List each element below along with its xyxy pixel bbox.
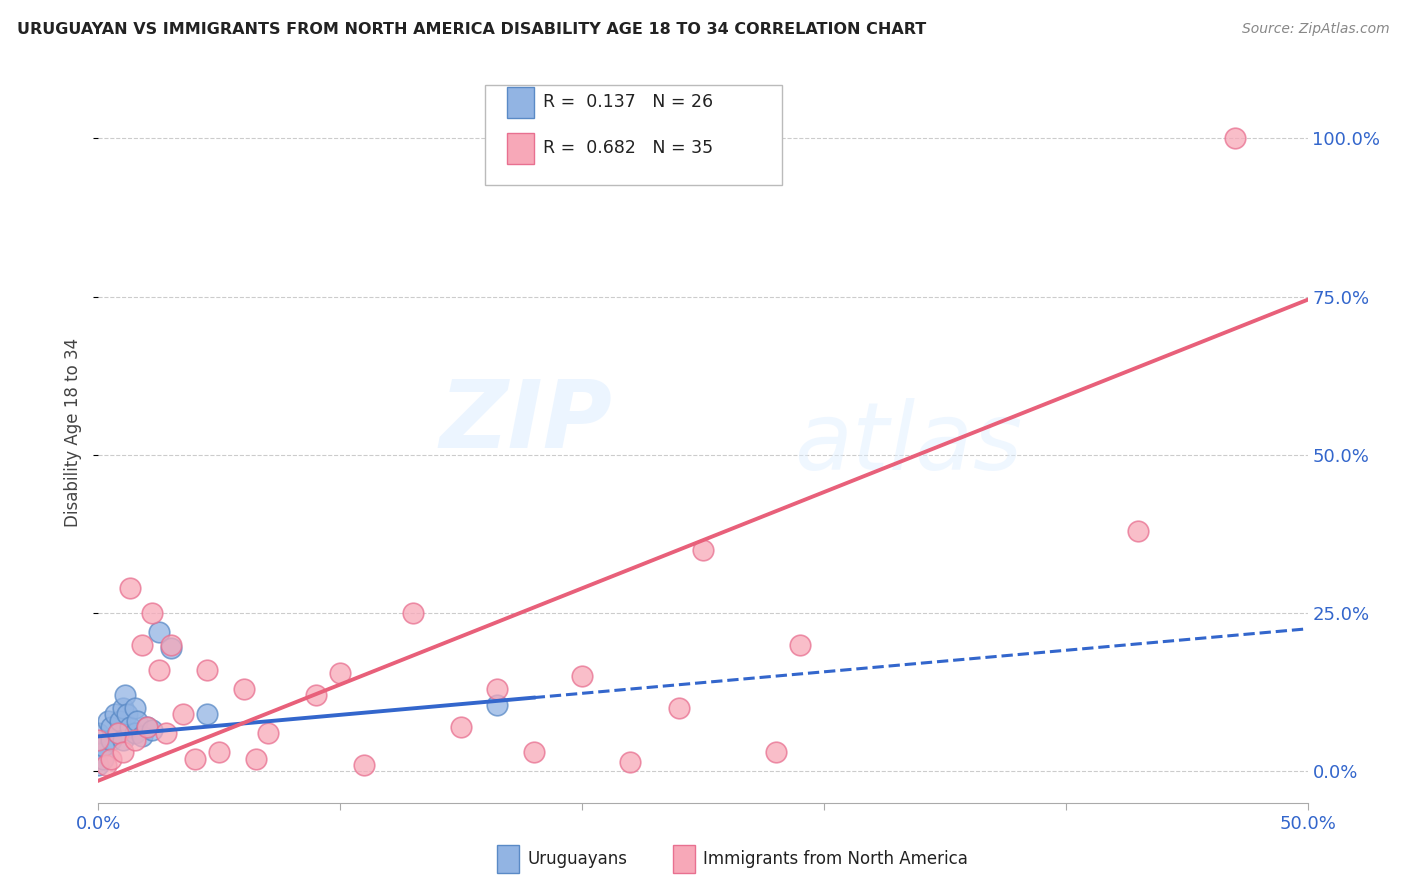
Point <box>765 745 787 759</box>
Point <box>108 714 131 728</box>
Point <box>118 581 141 595</box>
Bar <box>672 845 695 873</box>
Point <box>135 720 157 734</box>
Point <box>131 730 153 744</box>
Point <box>160 640 183 655</box>
Point <box>148 624 170 639</box>
Point <box>486 681 509 696</box>
Point <box>1128 524 1150 538</box>
Point <box>124 701 146 715</box>
Point <box>117 707 139 722</box>
Point <box>124 726 146 740</box>
Point <box>172 707 194 722</box>
Point <box>619 755 641 769</box>
Point <box>87 732 110 747</box>
Point <box>184 751 207 765</box>
Text: Immigrants from North America: Immigrants from North America <box>703 850 967 868</box>
Point <box>87 745 110 759</box>
Point <box>107 726 129 740</box>
Point <box>100 720 122 734</box>
Point <box>232 681 254 696</box>
Point <box>131 638 153 652</box>
Point <box>124 732 146 747</box>
Point <box>402 606 425 620</box>
Text: R =  0.682   N = 35: R = 0.682 N = 35 <box>543 139 713 157</box>
Point <box>141 606 163 620</box>
Text: Source: ZipAtlas.com: Source: ZipAtlas.com <box>1241 22 1389 37</box>
Text: URUGUAYAN VS IMMIGRANTS FROM NORTH AMERICA DISABILITY AGE 18 TO 34 CORRELATION C: URUGUAYAN VS IMMIGRANTS FROM NORTH AMERI… <box>17 22 927 37</box>
Point <box>107 726 129 740</box>
Point <box>195 663 218 677</box>
Point <box>692 542 714 557</box>
Point <box>118 720 141 734</box>
FancyBboxPatch shape <box>485 85 782 185</box>
Point <box>135 720 157 734</box>
Point <box>523 745 546 759</box>
Point <box>668 701 690 715</box>
Point <box>148 663 170 677</box>
Point <box>94 757 117 772</box>
Text: Uruguayans: Uruguayans <box>527 850 627 868</box>
Point <box>256 726 278 740</box>
Text: R =  0.137   N = 26: R = 0.137 N = 26 <box>543 94 713 112</box>
Point <box>111 745 134 759</box>
Point <box>91 751 114 765</box>
Point <box>208 745 231 759</box>
Point <box>329 666 352 681</box>
Y-axis label: Disability Age 18 to 34: Disability Age 18 to 34 <box>65 338 83 527</box>
Point <box>155 726 177 740</box>
Point <box>87 757 110 772</box>
Text: ZIP: ZIP <box>440 376 613 467</box>
Bar <box>498 845 519 873</box>
Point <box>100 751 122 765</box>
Point <box>104 707 127 722</box>
Text: atlas: atlas <box>793 398 1022 489</box>
Point <box>111 732 134 747</box>
Point <box>353 757 375 772</box>
Point <box>141 723 163 737</box>
Point <box>789 638 811 652</box>
Point <box>160 638 183 652</box>
Bar <box>508 133 534 164</box>
Point <box>486 698 509 712</box>
Point <box>100 732 122 747</box>
Point <box>97 714 120 728</box>
Point <box>195 707 218 722</box>
Point <box>91 739 114 753</box>
Point <box>571 669 593 683</box>
Point <box>111 701 134 715</box>
Point <box>114 688 136 702</box>
Point <box>245 751 267 765</box>
Point <box>87 726 110 740</box>
Point <box>1223 131 1246 145</box>
Point <box>305 688 328 702</box>
Bar <box>508 87 534 118</box>
Point <box>450 720 472 734</box>
Point <box>127 714 149 728</box>
